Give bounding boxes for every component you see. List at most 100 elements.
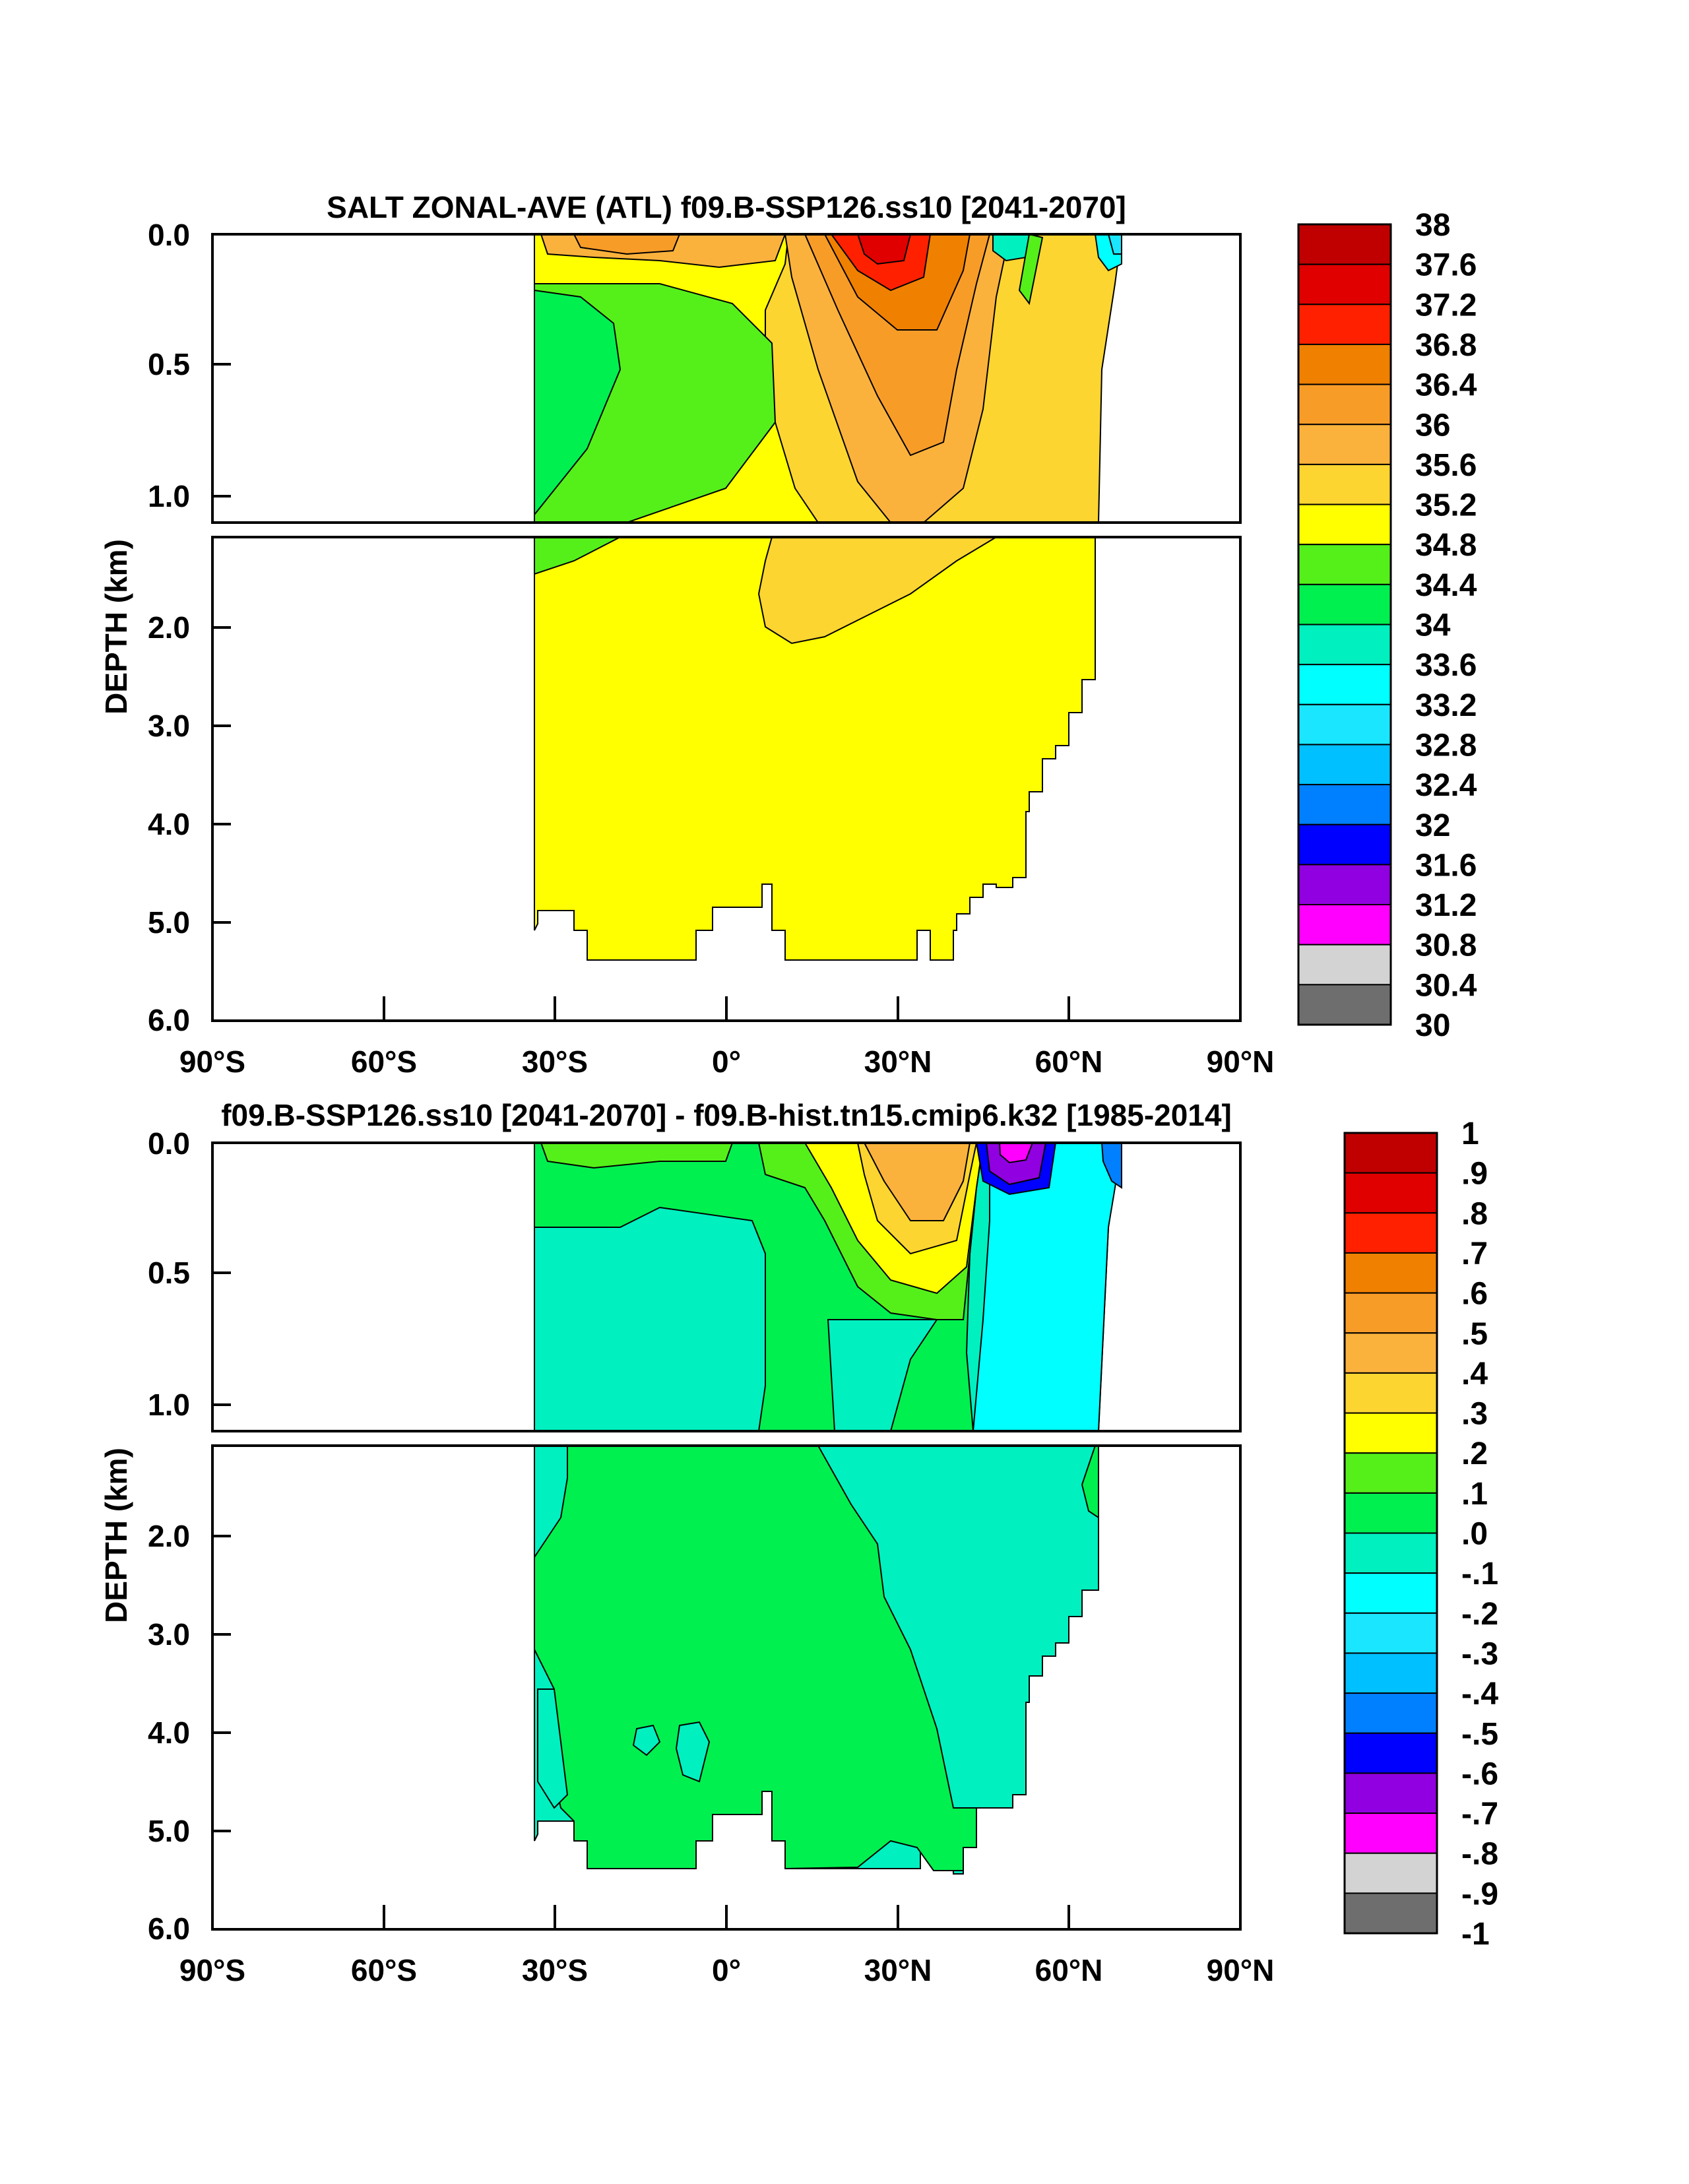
colorbar-swatch — [1344, 1332, 1438, 1374]
y-tick-label: 2.0 — [148, 610, 190, 645]
panel-1-y-axis-label: DEPTH (km) — [99, 539, 133, 715]
diff-deep-neg-blobs-1 — [632, 1724, 661, 1756]
field-green-north-1 — [1018, 234, 1044, 305]
diff-field-pos-0-5 — [863, 1143, 971, 1221]
panel-1-title: SALT ZONAL-AVE (ATL) f09.B-SSP126.ss10 [… — [327, 190, 1126, 224]
y-tick-label: 4.0 — [148, 807, 190, 841]
colorbar-label: 37.6 — [1415, 248, 1477, 283]
colorbar-swatch — [1298, 224, 1391, 265]
field-surface-salty-south-core — [573, 234, 681, 255]
colorbar-swatch — [1298, 984, 1391, 1025]
colorbar-label: 30 — [1415, 1008, 1450, 1043]
x-tick-label: 30°S — [522, 1044, 588, 1079]
colorbar-label: 1 — [1461, 1116, 1479, 1151]
colorbar-label: 34.8 — [1415, 528, 1477, 563]
colorbar-label: 33.2 — [1415, 688, 1477, 723]
x-tick-label: 60°S — [351, 1953, 417, 1987]
colorbar-swatch — [1298, 664, 1391, 705]
panel-2-y-axis-label: DEPTH (km) — [99, 1448, 133, 1623]
colorbar-swatch — [1298, 904, 1391, 946]
field-fresh-north-1 — [992, 234, 1031, 262]
colorbar-swatch — [1344, 1732, 1438, 1774]
colorbar-swatch — [1344, 1372, 1438, 1414]
diff-deep-neg-blobs-2 — [675, 1721, 711, 1783]
y-tick-label: 1.0 — [148, 1388, 190, 1422]
colorbar-label: -.6 — [1461, 1756, 1498, 1791]
colorbar-label: .8 — [1461, 1196, 1488, 1231]
colorbar-label: -.7 — [1461, 1797, 1498, 1832]
x-tick-label: 90°S — [179, 1044, 245, 1079]
panel-1-upper-field — [534, 234, 1123, 523]
y-tick-label: 0.0 — [148, 218, 190, 252]
x-tick-label: 90°S — [179, 1953, 245, 1987]
x-tick-label: 30°N — [864, 1953, 932, 1987]
colorbar-label: -.2 — [1461, 1597, 1498, 1632]
field-fresh-north-3 — [1107, 234, 1122, 255]
colorbar-label: 31.6 — [1415, 848, 1477, 883]
colorbar-swatch — [1344, 1172, 1438, 1214]
x-tick-label: 0° — [712, 1953, 741, 1987]
panel-1-y-ticks — [212, 363, 231, 924]
colorbar-label: 32.8 — [1415, 728, 1477, 763]
x-tick-label: 0° — [712, 1044, 741, 1079]
colorbar-swatch — [1344, 1252, 1438, 1294]
colorbar-swatch — [1344, 1772, 1438, 1815]
colorbar-swatch — [1298, 703, 1391, 746]
colorbar-label: .4 — [1461, 1357, 1488, 1392]
y-tick-label: 5.0 — [148, 1814, 190, 1848]
colorbar-swatch — [1298, 263, 1391, 305]
panel-2: f09.B-SSP126.ss10 [2041-2070] - f09.B-hi… — [99, 1098, 1498, 1987]
panel-1-upper-frame — [211, 233, 1242, 524]
colorbar-swatch — [1298, 503, 1391, 546]
colorbar-swatch — [1298, 823, 1391, 866]
colorbar-swatch — [1344, 1652, 1438, 1694]
x-tick-label: 90°N — [1207, 1044, 1275, 1079]
x-tick-label: 90°N — [1207, 1953, 1275, 1987]
y-tick-label: 4.0 — [148, 1716, 190, 1750]
colorbar-swatch — [1298, 343, 1391, 385]
colorbar-swatch — [1344, 1852, 1438, 1894]
panel-2-upper-frame — [211, 1141, 1242, 1432]
colorbar-swatch — [1298, 544, 1391, 585]
colorbar-label: .5 — [1461, 1316, 1488, 1351]
diff-deep-pos-0-1-b — [1081, 1446, 1099, 1519]
y-tick-label: 3.0 — [148, 709, 190, 743]
diff-field-neg-far-north — [1100, 1143, 1122, 1189]
colorbar-label: 35.2 — [1415, 488, 1477, 523]
y-tick-label: 0.5 — [148, 1256, 190, 1290]
colorbar-frame — [1297, 223, 1392, 1026]
colorbar-label: .9 — [1461, 1157, 1488, 1192]
colorbar-label: -.4 — [1461, 1677, 1498, 1712]
colorbar-swatch — [1344, 1492, 1438, 1534]
y-tick-label: 2.0 — [148, 1519, 190, 1553]
colorbar-swatch — [1298, 583, 1391, 626]
y-tick-label: 5.0 — [148, 905, 190, 940]
colorbar-label: 36.4 — [1415, 368, 1477, 403]
colorbar-label: .1 — [1461, 1477, 1488, 1512]
colorbar-swatch — [1344, 1412, 1438, 1454]
x-tick-label: 60°N — [1035, 1044, 1103, 1079]
y-tick-label: 6.0 — [148, 1911, 190, 1946]
colorbar-label: .6 — [1461, 1277, 1488, 1312]
colorbar-swatch — [1344, 1292, 1438, 1334]
colorbar-label: 33.6 — [1415, 648, 1477, 683]
panel-1-lower-field — [534, 537, 1096, 961]
y-tick-label: 0.0 — [148, 1126, 190, 1161]
panel-1-x-ticks — [383, 996, 1070, 1021]
diff-field-neg-north-core-3 — [998, 1143, 1034, 1164]
colorbar-swatch — [1344, 1532, 1438, 1574]
field-deep-34-4 — [534, 537, 621, 575]
y-tick-label: 0.5 — [148, 347, 190, 381]
colorbar-label: -.1 — [1461, 1557, 1498, 1591]
colorbar-swatch — [1344, 1612, 1438, 1654]
diff-field-pos-0-1-a — [827, 1319, 938, 1431]
colorbar-swatch — [1344, 1452, 1438, 1494]
colorbar-label: 30.8 — [1415, 928, 1477, 963]
diff-deep-neg-blobs-3 — [537, 1688, 569, 1809]
colorbar-frame — [1343, 1132, 1438, 1935]
colorbar-label: .2 — [1461, 1436, 1488, 1471]
y-tick-label: 3.0 — [148, 1617, 190, 1652]
colorbar-label: 32 — [1415, 808, 1450, 843]
colorbar-label: 36 — [1415, 408, 1450, 443]
